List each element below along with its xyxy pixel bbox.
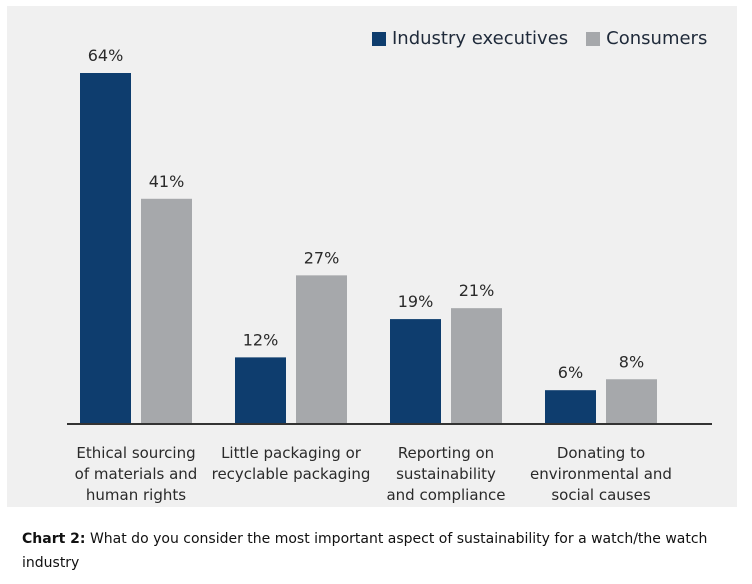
bar-executives-3 xyxy=(545,390,596,423)
category-label-line: recyclable packaging xyxy=(211,465,371,483)
category-label-line: Ethical sourcing xyxy=(76,444,196,462)
data-label-executives-2: 19% xyxy=(398,292,434,311)
category-label-2: Reporting on sustainability and compliance xyxy=(366,443,526,506)
legend-swatch-consumers xyxy=(586,31,601,46)
data-label-consumers-3: 8% xyxy=(619,352,644,371)
legend-item-consumers: Consumers xyxy=(586,28,707,49)
caption-text: What do you consider the most important … xyxy=(22,531,708,571)
category-label-line: Little packaging or xyxy=(221,444,361,462)
data-label-executives-1: 12% xyxy=(243,330,279,349)
data-label-executives-3: 6% xyxy=(558,363,583,382)
bar-consumers-0 xyxy=(141,198,192,423)
category-label-line: and compliance xyxy=(386,486,506,504)
category-label-1: Little packaging or recyclable packaging xyxy=(211,443,371,485)
category-label-3: Donating to environmental and social cause… xyxy=(521,443,681,506)
legend: Industry executives Consumers xyxy=(372,28,725,49)
bar-executives-1 xyxy=(235,357,286,423)
category-label-line: sustainability xyxy=(396,465,496,483)
bar-consumers-2 xyxy=(451,308,502,423)
legend-item-executives: Industry executives xyxy=(372,28,568,49)
category-label-line: social causes xyxy=(551,486,651,504)
bar-executives-2 xyxy=(390,319,441,423)
legend-label-consumers: Consumers xyxy=(606,28,708,49)
legend-swatch-executives xyxy=(372,31,386,46)
data-label-consumers-0: 41% xyxy=(149,172,185,191)
bar-consumers-1 xyxy=(296,275,347,423)
category-label-0: Ethical sourcing of materials and human ri… xyxy=(56,443,216,506)
data-label-consumers-1: 27% xyxy=(304,248,340,267)
data-label-consumers-2: 21% xyxy=(459,281,495,300)
chart-caption: Chart 2: What do you consider the most i… xyxy=(22,527,742,575)
legend-label-executives: Industry executives xyxy=(392,28,569,49)
caption-label: Chart 2: xyxy=(22,531,86,547)
bar-consumers-3 xyxy=(606,379,657,423)
category-label-line: Reporting on xyxy=(397,444,495,462)
category-label-line: environmental and xyxy=(530,465,672,483)
category-label-line: human rights xyxy=(85,486,187,504)
category-label-line: of materials and xyxy=(74,465,198,483)
category-label-line: Donating to xyxy=(556,444,646,462)
bar-executives-0 xyxy=(80,73,131,423)
data-label-executives-0: 64% xyxy=(88,46,124,65)
